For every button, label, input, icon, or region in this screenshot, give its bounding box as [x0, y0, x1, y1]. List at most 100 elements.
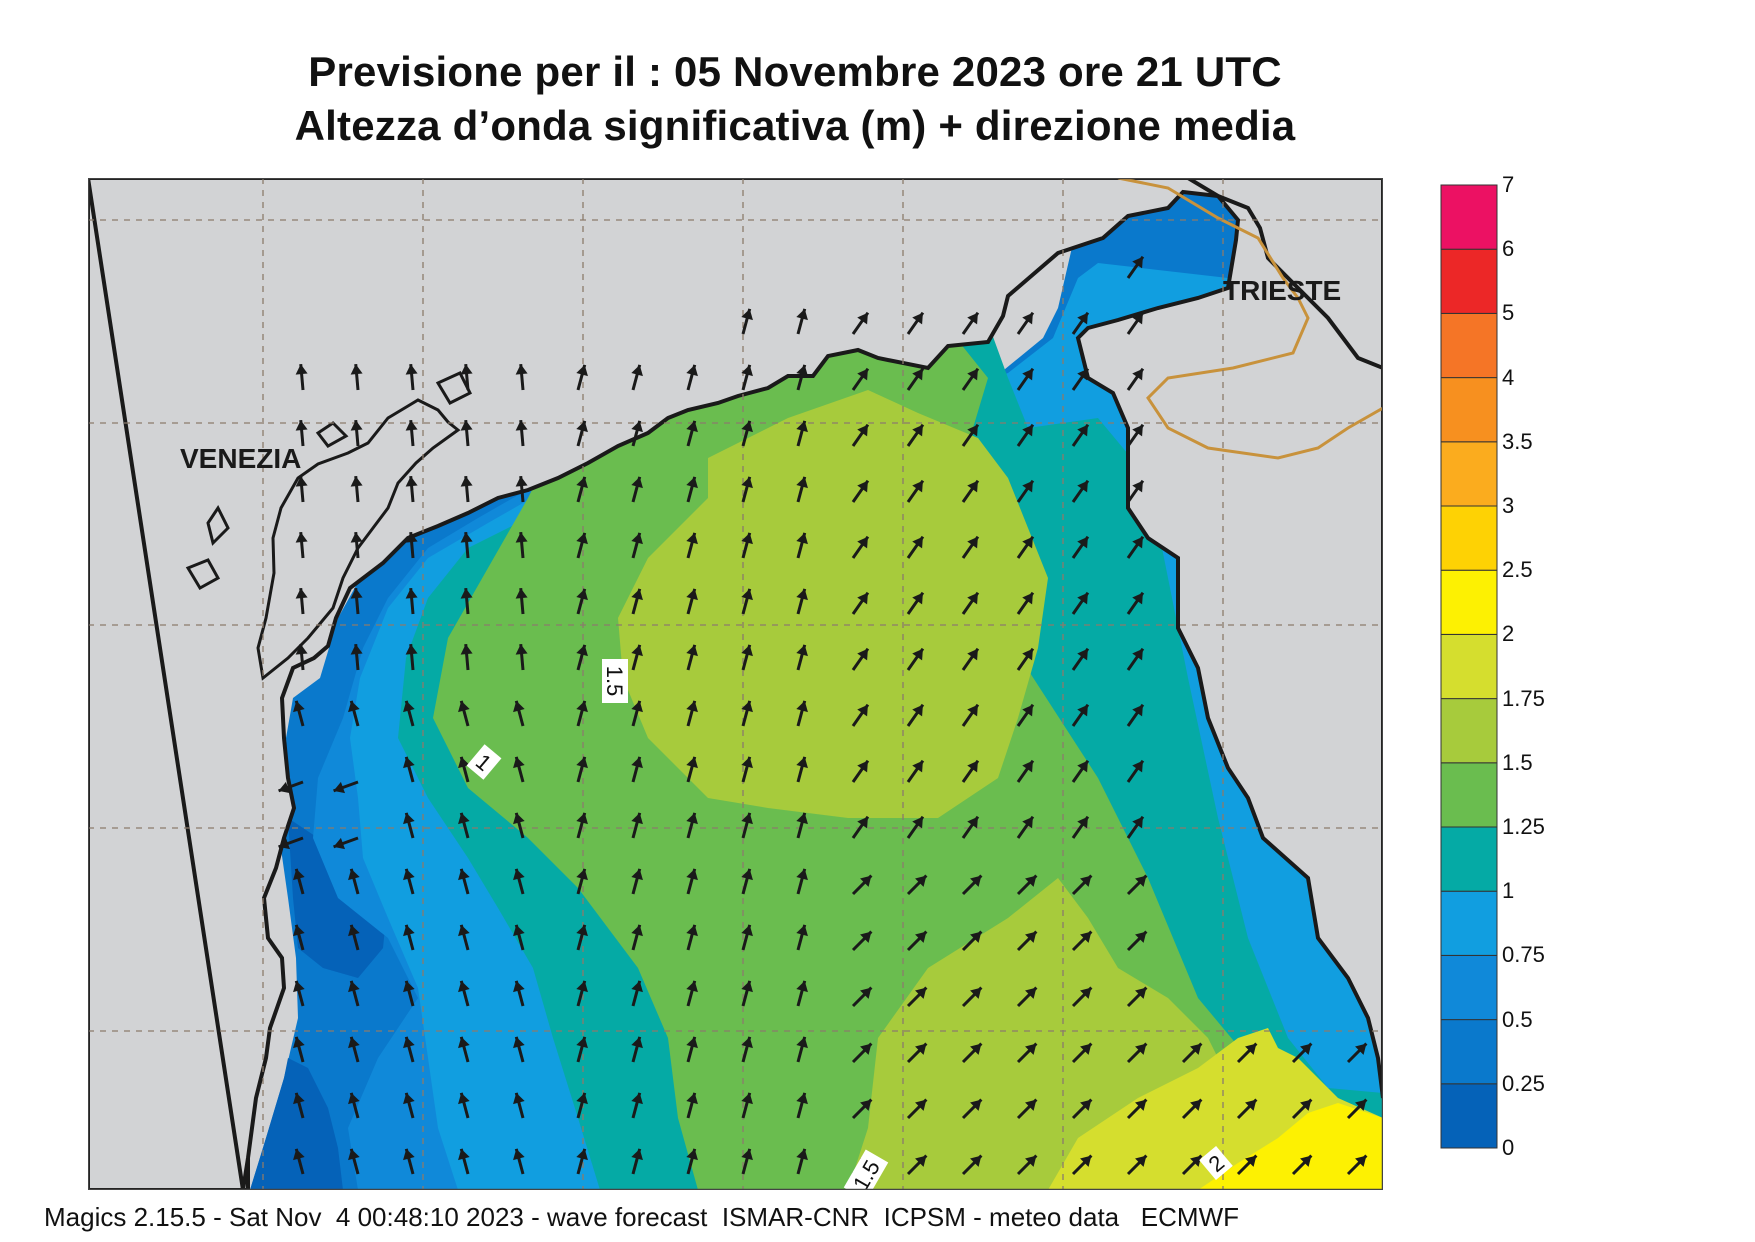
- wave-arrow-head: [741, 980, 753, 993]
- wave-arrow-head: [1025, 1155, 1037, 1167]
- map-frame: [88, 178, 1383, 1190]
- colorbar-tick-label: 1.5: [1502, 749, 1533, 775]
- wave-arrow-head: [1022, 368, 1033, 381]
- wave-arrow-head: [1077, 536, 1088, 549]
- wave-arrow-head: [576, 644, 588, 657]
- wave-arrow-head: [912, 704, 923, 717]
- wave-arrow-head: [686, 756, 698, 769]
- wave-arrow-head: [631, 1092, 643, 1105]
- wave-arrow-head: [1077, 424, 1088, 437]
- wave-arrow-head: [1022, 424, 1033, 437]
- wave-arrow-head: [1245, 1043, 1257, 1055]
- colorbar-swatch: [1440, 505, 1498, 571]
- wave-arrow-head: [1300, 1099, 1312, 1111]
- wave-arrow-head: [576, 588, 588, 601]
- wave-arrow-head: [458, 1092, 470, 1105]
- wave-arrow-head: [1135, 875, 1147, 887]
- wave-arrow-head: [967, 424, 978, 437]
- colorbar-swatch: [1440, 377, 1498, 443]
- wave-arrow-head: [278, 837, 291, 850]
- wave-arrow-head: [513, 1092, 525, 1105]
- colorbar-swatch: [1440, 890, 1498, 956]
- wave-arrow-head: [403, 1092, 415, 1105]
- wave-arrow-head: [576, 532, 588, 545]
- wave-arrow-head: [458, 756, 470, 769]
- wave-arrow-head: [912, 480, 923, 493]
- wave-arrow-head: [513, 812, 525, 825]
- wave-arrow-head: [1190, 1043, 1202, 1055]
- wave-arrow-head: [405, 644, 418, 655]
- wave-arrow-head: [293, 700, 305, 713]
- wave-arrow-head: [915, 931, 927, 943]
- colorbar-tick-label: 0.75: [1502, 942, 1545, 968]
- wave-arrow-head: [1132, 648, 1143, 661]
- wave-arrow-head: [293, 980, 305, 993]
- colorbar: [1440, 184, 1498, 1149]
- wave-arrow-head: [631, 980, 643, 993]
- wave-arrow-head: [796, 980, 808, 993]
- wave-arrow-head: [967, 536, 978, 549]
- wave-arrow-head: [970, 1099, 982, 1111]
- wave-arrow-head: [350, 532, 363, 543]
- colorbar-tick-label: 0.5: [1502, 1006, 1533, 1032]
- wave-arrow-head: [857, 368, 868, 381]
- wave-arrow-head: [460, 420, 473, 431]
- wave-arrow-head: [576, 812, 588, 825]
- wave-arrow-head: [513, 980, 525, 993]
- wave-arrow-head: [1077, 704, 1088, 717]
- wave-arrow-head: [1022, 816, 1033, 829]
- wave-arrow-head: [631, 364, 643, 377]
- wave-arrow-head: [515, 476, 528, 487]
- wave-arrow-head: [348, 1148, 360, 1161]
- wave-arrow-head: [1077, 368, 1088, 381]
- wave-arrow-head: [796, 420, 808, 433]
- wave-arrow-head: [576, 1148, 588, 1161]
- colorbar-swatch: [1440, 698, 1498, 764]
- wave-arrow-head: [350, 476, 363, 487]
- wave-arrow-head: [350, 644, 363, 655]
- wave-arrow-head: [1132, 368, 1143, 381]
- wave-arrow-head: [857, 704, 868, 717]
- wave-arrow-head: [1022, 704, 1033, 717]
- wave-arrow-head: [1135, 1043, 1147, 1055]
- wave-arrow-head: [513, 756, 525, 769]
- wave-arrow-head: [912, 312, 923, 325]
- wave-arrow-head: [1080, 987, 1092, 999]
- wave-arrow-head: [460, 588, 473, 599]
- wave-arrow-head: [513, 868, 525, 881]
- wave-arrow-head: [348, 700, 360, 713]
- wave-arrow-head: [333, 837, 346, 850]
- colorbar-tick-label: 3.5: [1502, 428, 1533, 454]
- colorbar-tick-label: 0: [1502, 1135, 1515, 1160]
- colorbar-tick-label: 7: [1502, 172, 1515, 197]
- wave-arrow-head: [796, 924, 808, 937]
- wave-arrow-head: [686, 868, 698, 881]
- shade-0: [250, 1058, 343, 1190]
- colorbar-swatch: [1440, 312, 1498, 379]
- wave-arrow-head: [857, 760, 868, 773]
- wave-arrow-head: [1135, 1155, 1147, 1167]
- wave-arrow-head: [1077, 760, 1088, 773]
- wave-arrow-head: [741, 420, 753, 433]
- wave-arrow-head: [458, 924, 470, 937]
- wave-arrow-head: [631, 700, 643, 713]
- wave-arrow-head: [576, 868, 588, 881]
- wave-arrow-head: [295, 644, 308, 655]
- colorbar-swatch: [1440, 954, 1498, 1021]
- wave-arrow-head: [912, 424, 923, 437]
- colorbar-swatch: [1440, 248, 1498, 314]
- contour-label-15a-text: 1.5: [602, 666, 627, 697]
- colorbar-tick-label: 3: [1502, 493, 1515, 518]
- wave-arrow-head: [403, 700, 415, 713]
- wave-arrow-head: [515, 532, 528, 543]
- wave-arrow-head: [912, 760, 923, 773]
- wave-arrow-head: [860, 875, 872, 887]
- wave-arrow-head: [686, 980, 698, 993]
- wave-arrow-head: [796, 588, 808, 601]
- wave-arrow-head: [458, 1148, 470, 1161]
- wave-arrow-head: [333, 781, 346, 794]
- lagoon-island-a: [206, 505, 230, 546]
- wave-direction-arrows: [278, 255, 1368, 1176]
- wave-arrow-head: [1355, 1099, 1367, 1111]
- wave-arrow-head: [796, 700, 808, 713]
